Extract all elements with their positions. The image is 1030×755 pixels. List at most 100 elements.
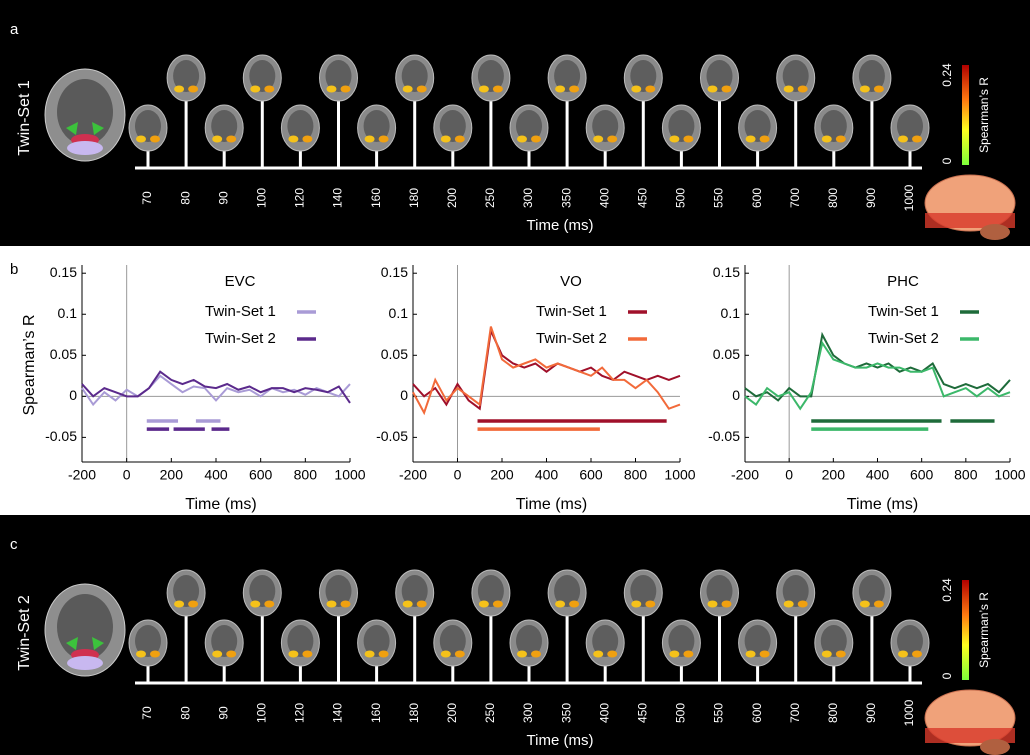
- activation-right: [531, 650, 541, 658]
- brain-inner: [630, 575, 657, 607]
- roi-lavender: [67, 141, 103, 155]
- brain-slice: [204, 619, 244, 667]
- activation-right: [188, 85, 199, 93]
- brain-inner: [401, 60, 428, 92]
- x-tick-label: -200: [68, 467, 96, 483]
- activation-right: [759, 135, 770, 143]
- brain-inner: [516, 110, 542, 142]
- brain-inner: [439, 110, 466, 142]
- activation-left: [517, 650, 527, 658]
- brain-slice: [547, 54, 587, 102]
- colorbar-label: Spearman’s R: [977, 592, 991, 668]
- x-tick-label: -200: [399, 467, 427, 483]
- activation-right: [912, 650, 922, 658]
- brain-inner: [249, 575, 276, 607]
- legend-label: Twin-Set 1: [868, 303, 939, 320]
- activation-left: [174, 85, 185, 93]
- activation-left: [326, 85, 337, 93]
- brain-slice: [890, 104, 930, 152]
- activation-left: [250, 85, 261, 93]
- activation-left: [517, 135, 527, 143]
- brain-slice: [128, 104, 168, 152]
- brain-slice: [280, 104, 320, 152]
- activation-right: [797, 600, 808, 608]
- time-tick-label: 300: [521, 703, 535, 723]
- brain-inner: [401, 575, 428, 607]
- activation-right: [416, 600, 427, 608]
- x-axis-label: Time (ms): [847, 496, 918, 513]
- time-tick-label: 100: [254, 703, 268, 723]
- colorbar-label: Spearman’s R: [977, 77, 991, 153]
- roi-green: [92, 637, 104, 650]
- brain-slice: [280, 619, 320, 667]
- time-tick-label: 250: [483, 703, 497, 723]
- x-axis-label: Time (ms): [527, 217, 594, 234]
- activation-right: [797, 85, 808, 93]
- activation-left: [364, 650, 375, 658]
- x-tick-label: 0: [123, 467, 131, 483]
- y-tick-label: 0.1: [389, 305, 409, 321]
- brain-slice: [319, 54, 358, 102]
- y-tick-label: -0.05: [708, 428, 740, 444]
- x-tick-label: -200: [731, 467, 759, 483]
- reference-brain: [44, 583, 126, 677]
- activation-left: [745, 650, 756, 658]
- activation-left: [745, 135, 756, 143]
- activation-right: [302, 135, 313, 143]
- activation-right: [264, 600, 275, 608]
- colorbar-tick-label: 0.24: [940, 63, 954, 87]
- activation-right: [302, 650, 313, 658]
- brain-inner: [858, 575, 885, 607]
- brain-inner: [706, 60, 733, 92]
- activation-left: [593, 135, 604, 143]
- series-line: [81, 370, 351, 404]
- activation-left: [136, 135, 146, 143]
- roi-green: [66, 122, 78, 135]
- brain-inner: [211, 625, 238, 657]
- time-tick-label: 200: [445, 188, 459, 208]
- colorbar-tick-label: 0: [940, 672, 954, 679]
- activation-left: [136, 650, 146, 658]
- activation-right: [569, 85, 580, 93]
- activation-left: [898, 650, 908, 658]
- brain-inner: [897, 110, 923, 142]
- x-tick-label: 600: [579, 467, 603, 483]
- activation-right: [759, 650, 770, 658]
- activation-right: [873, 85, 884, 93]
- activation-right: [531, 135, 541, 143]
- activation-right: [645, 85, 656, 93]
- colorbar-tick-label: 0.24: [940, 578, 954, 602]
- chart-title: VO: [560, 273, 582, 290]
- time-tick-label: 250: [483, 188, 497, 208]
- brain-slice: [814, 619, 854, 667]
- y-tick-label: -0.05: [45, 428, 77, 444]
- time-tick-label: 140: [331, 703, 345, 723]
- time-tick-label: 70: [140, 706, 154, 720]
- brain-inner: [363, 625, 390, 657]
- activation-left: [669, 135, 680, 143]
- x-tick-label: 400: [866, 467, 890, 483]
- brain-inner: [668, 625, 695, 657]
- activation-right: [607, 135, 618, 143]
- activation-right: [492, 600, 503, 608]
- legend-label: Twin-Set 1: [205, 303, 276, 320]
- x-tick-label: 400: [535, 467, 559, 483]
- time-tick-label: 500: [674, 703, 688, 723]
- activation-left: [250, 600, 261, 608]
- brain-slice: [661, 104, 701, 152]
- brain-slice: [814, 104, 854, 152]
- activation-right: [188, 600, 199, 608]
- time-tick-label: 400: [597, 703, 611, 723]
- activation-left: [593, 650, 604, 658]
- y-tick-label: 0.05: [50, 346, 77, 362]
- time-tick-label: 180: [407, 188, 421, 208]
- brain-inner: [744, 625, 771, 657]
- brain-inner: [325, 60, 352, 92]
- time-tick-label: 140: [331, 188, 345, 208]
- activation-right: [226, 135, 237, 143]
- activation-left: [783, 600, 794, 608]
- activation-left: [402, 600, 413, 608]
- colorbar: [962, 65, 969, 165]
- x-tick-label: 1000: [334, 467, 365, 483]
